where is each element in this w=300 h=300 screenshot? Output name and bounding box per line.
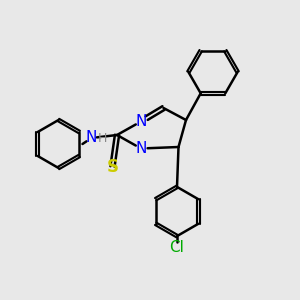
Text: N: N [86, 130, 97, 146]
Text: Cl: Cl [169, 240, 184, 255]
Text: S: S [106, 158, 119, 175]
Text: N: N [135, 114, 147, 129]
Text: H: H [98, 132, 107, 145]
Text: N: N [135, 141, 147, 156]
